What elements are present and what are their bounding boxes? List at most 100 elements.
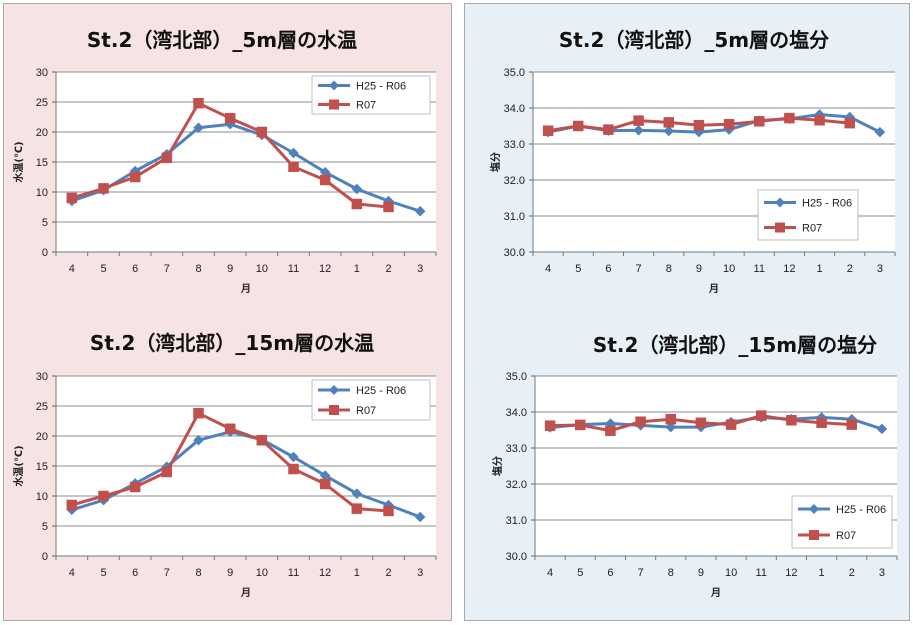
y-tick-label: 32.0 — [504, 175, 525, 187]
legend-marker-square — [329, 405, 339, 415]
data-point-r07 — [633, 115, 644, 126]
x-tick-label: 2 — [849, 567, 855, 579]
data-point-h25-r06 — [351, 488, 363, 499]
legend-box — [757, 189, 859, 241]
y-tick-label: 20 — [36, 431, 48, 443]
y-tick-label: 35.0 — [506, 371, 527, 383]
y-tick-label: 0 — [42, 247, 48, 259]
x-tick-label: 9 — [696, 263, 702, 275]
x-tick-label: 1 — [354, 263, 360, 275]
x-tick-label: 6 — [605, 263, 611, 275]
data-point-r07 — [224, 112, 236, 124]
data-point-h25-r06 — [288, 147, 299, 159]
y-tick-label: 30 — [36, 67, 48, 79]
x-tick-label: 1 — [354, 567, 360, 579]
data-point-r07 — [193, 97, 204, 109]
data-point-r07 — [319, 478, 331, 490]
chart-title: St.2（湾北部）_5m層の水温 — [87, 28, 357, 52]
x-tick-label: 7 — [164, 567, 170, 579]
legend-label: R07 — [802, 223, 822, 235]
y-tick-label: 30.0 — [504, 247, 525, 259]
data-point-r07 — [663, 117, 674, 128]
x-tick-label: 3 — [877, 263, 883, 275]
x-tick-label: 2 — [385, 263, 391, 275]
y-tick-label: 30 — [36, 371, 48, 383]
data-point-r07 — [544, 420, 556, 431]
legend-label: H25 - R06 — [802, 198, 852, 210]
x-tick-label: 8 — [195, 567, 201, 579]
y-tick-label: 34.0 — [504, 103, 525, 115]
data-point-r07 — [786, 415, 797, 426]
data-point-r07 — [695, 417, 707, 429]
legend-label: H25 - R06 — [836, 504, 886, 516]
x-tick-label: 12 — [783, 263, 795, 275]
x-tick-label: 10 — [723, 263, 735, 275]
data-point-r07 — [756, 410, 767, 421]
series-line-h25-r06 — [71, 122, 421, 213]
x-tick-label: 9 — [698, 567, 704, 579]
data-point-h25-r06 — [665, 421, 677, 433]
chart-title: St.2（湾北部）_15m層の水温 — [90, 331, 374, 355]
x-tick-label: 6 — [132, 263, 138, 275]
y-tick-label: 0 — [42, 551, 48, 563]
y-tick-label: 35.0 — [504, 67, 525, 79]
y-tick-label: 5 — [42, 521, 48, 533]
x-tick-label: 11 — [756, 567, 767, 579]
data-point-h25-r06 — [633, 124, 644, 136]
data-point-r07 — [816, 417, 827, 429]
x-tick-label: 6 — [607, 567, 613, 579]
x-tick-label: 9 — [227, 567, 233, 579]
data-point-h25-r06 — [351, 183, 363, 195]
data-point-r07 — [66, 499, 78, 511]
y-axis-label: 水温(℃) — [12, 141, 25, 183]
legend-marker-square — [775, 222, 785, 233]
data-point-h25-r06 — [193, 122, 204, 134]
data-point-r07 — [66, 192, 78, 204]
x-axis-label: 月 — [708, 283, 719, 295]
x-tick-label: 12 — [785, 567, 797, 579]
data-point-r07 — [288, 463, 299, 475]
x-tick-label: 2 — [385, 567, 391, 579]
data-point-r07 — [256, 434, 268, 446]
data-point-r07 — [846, 419, 857, 430]
data-point-h25-r06 — [876, 423, 888, 435]
x-tick-label: 5 — [100, 567, 106, 579]
x-tick-label: 10 — [256, 263, 268, 275]
x-tick-label: 1 — [817, 263, 823, 275]
x-tick-label: 6 — [132, 567, 138, 579]
data-point-r07 — [319, 174, 331, 186]
data-point-r07 — [665, 413, 676, 425]
data-point-r07 — [383, 201, 394, 213]
legend-marker-diamond — [329, 80, 339, 91]
data-point-h25-r06 — [874, 126, 886, 138]
data-point-r07 — [129, 171, 141, 183]
x-tick-label: 3 — [879, 567, 885, 579]
legend-label: R07 — [356, 405, 376, 417]
y-tick-label: 20 — [36, 127, 48, 139]
data-point-h25-r06 — [663, 125, 675, 137]
x-tick-label: 3 — [417, 263, 423, 275]
data-point-r07 — [754, 116, 765, 127]
data-point-r07 — [723, 118, 735, 130]
y-axis-label: 塩分 — [491, 456, 504, 476]
data-point-r07 — [98, 183, 109, 194]
y-tick-label: 15 — [36, 157, 48, 169]
y-axis-label: 塩分 — [489, 152, 502, 172]
y-tick-label: 32.0 — [506, 479, 527, 491]
x-tick-label: 5 — [577, 567, 583, 579]
y-tick-label: 25 — [36, 97, 48, 109]
data-point-r07 — [351, 198, 363, 210]
legend-marker-diamond — [775, 197, 785, 208]
data-point-r07 — [161, 152, 173, 164]
x-tick-label: 11 — [754, 263, 765, 275]
data-point-r07 — [575, 419, 586, 431]
y-axis-label: 水温(℃) — [12, 445, 25, 487]
data-point-r07 — [542, 125, 554, 136]
chart-title: St.2（湾北部）_5m層の塩分 — [559, 28, 829, 52]
data-point-r07 — [844, 117, 855, 129]
legend-label: H25 - R06 — [356, 81, 406, 93]
x-tick-label: 7 — [638, 567, 644, 579]
y-tick-label: 10 — [36, 491, 48, 503]
data-point-h25-r06 — [288, 451, 299, 463]
